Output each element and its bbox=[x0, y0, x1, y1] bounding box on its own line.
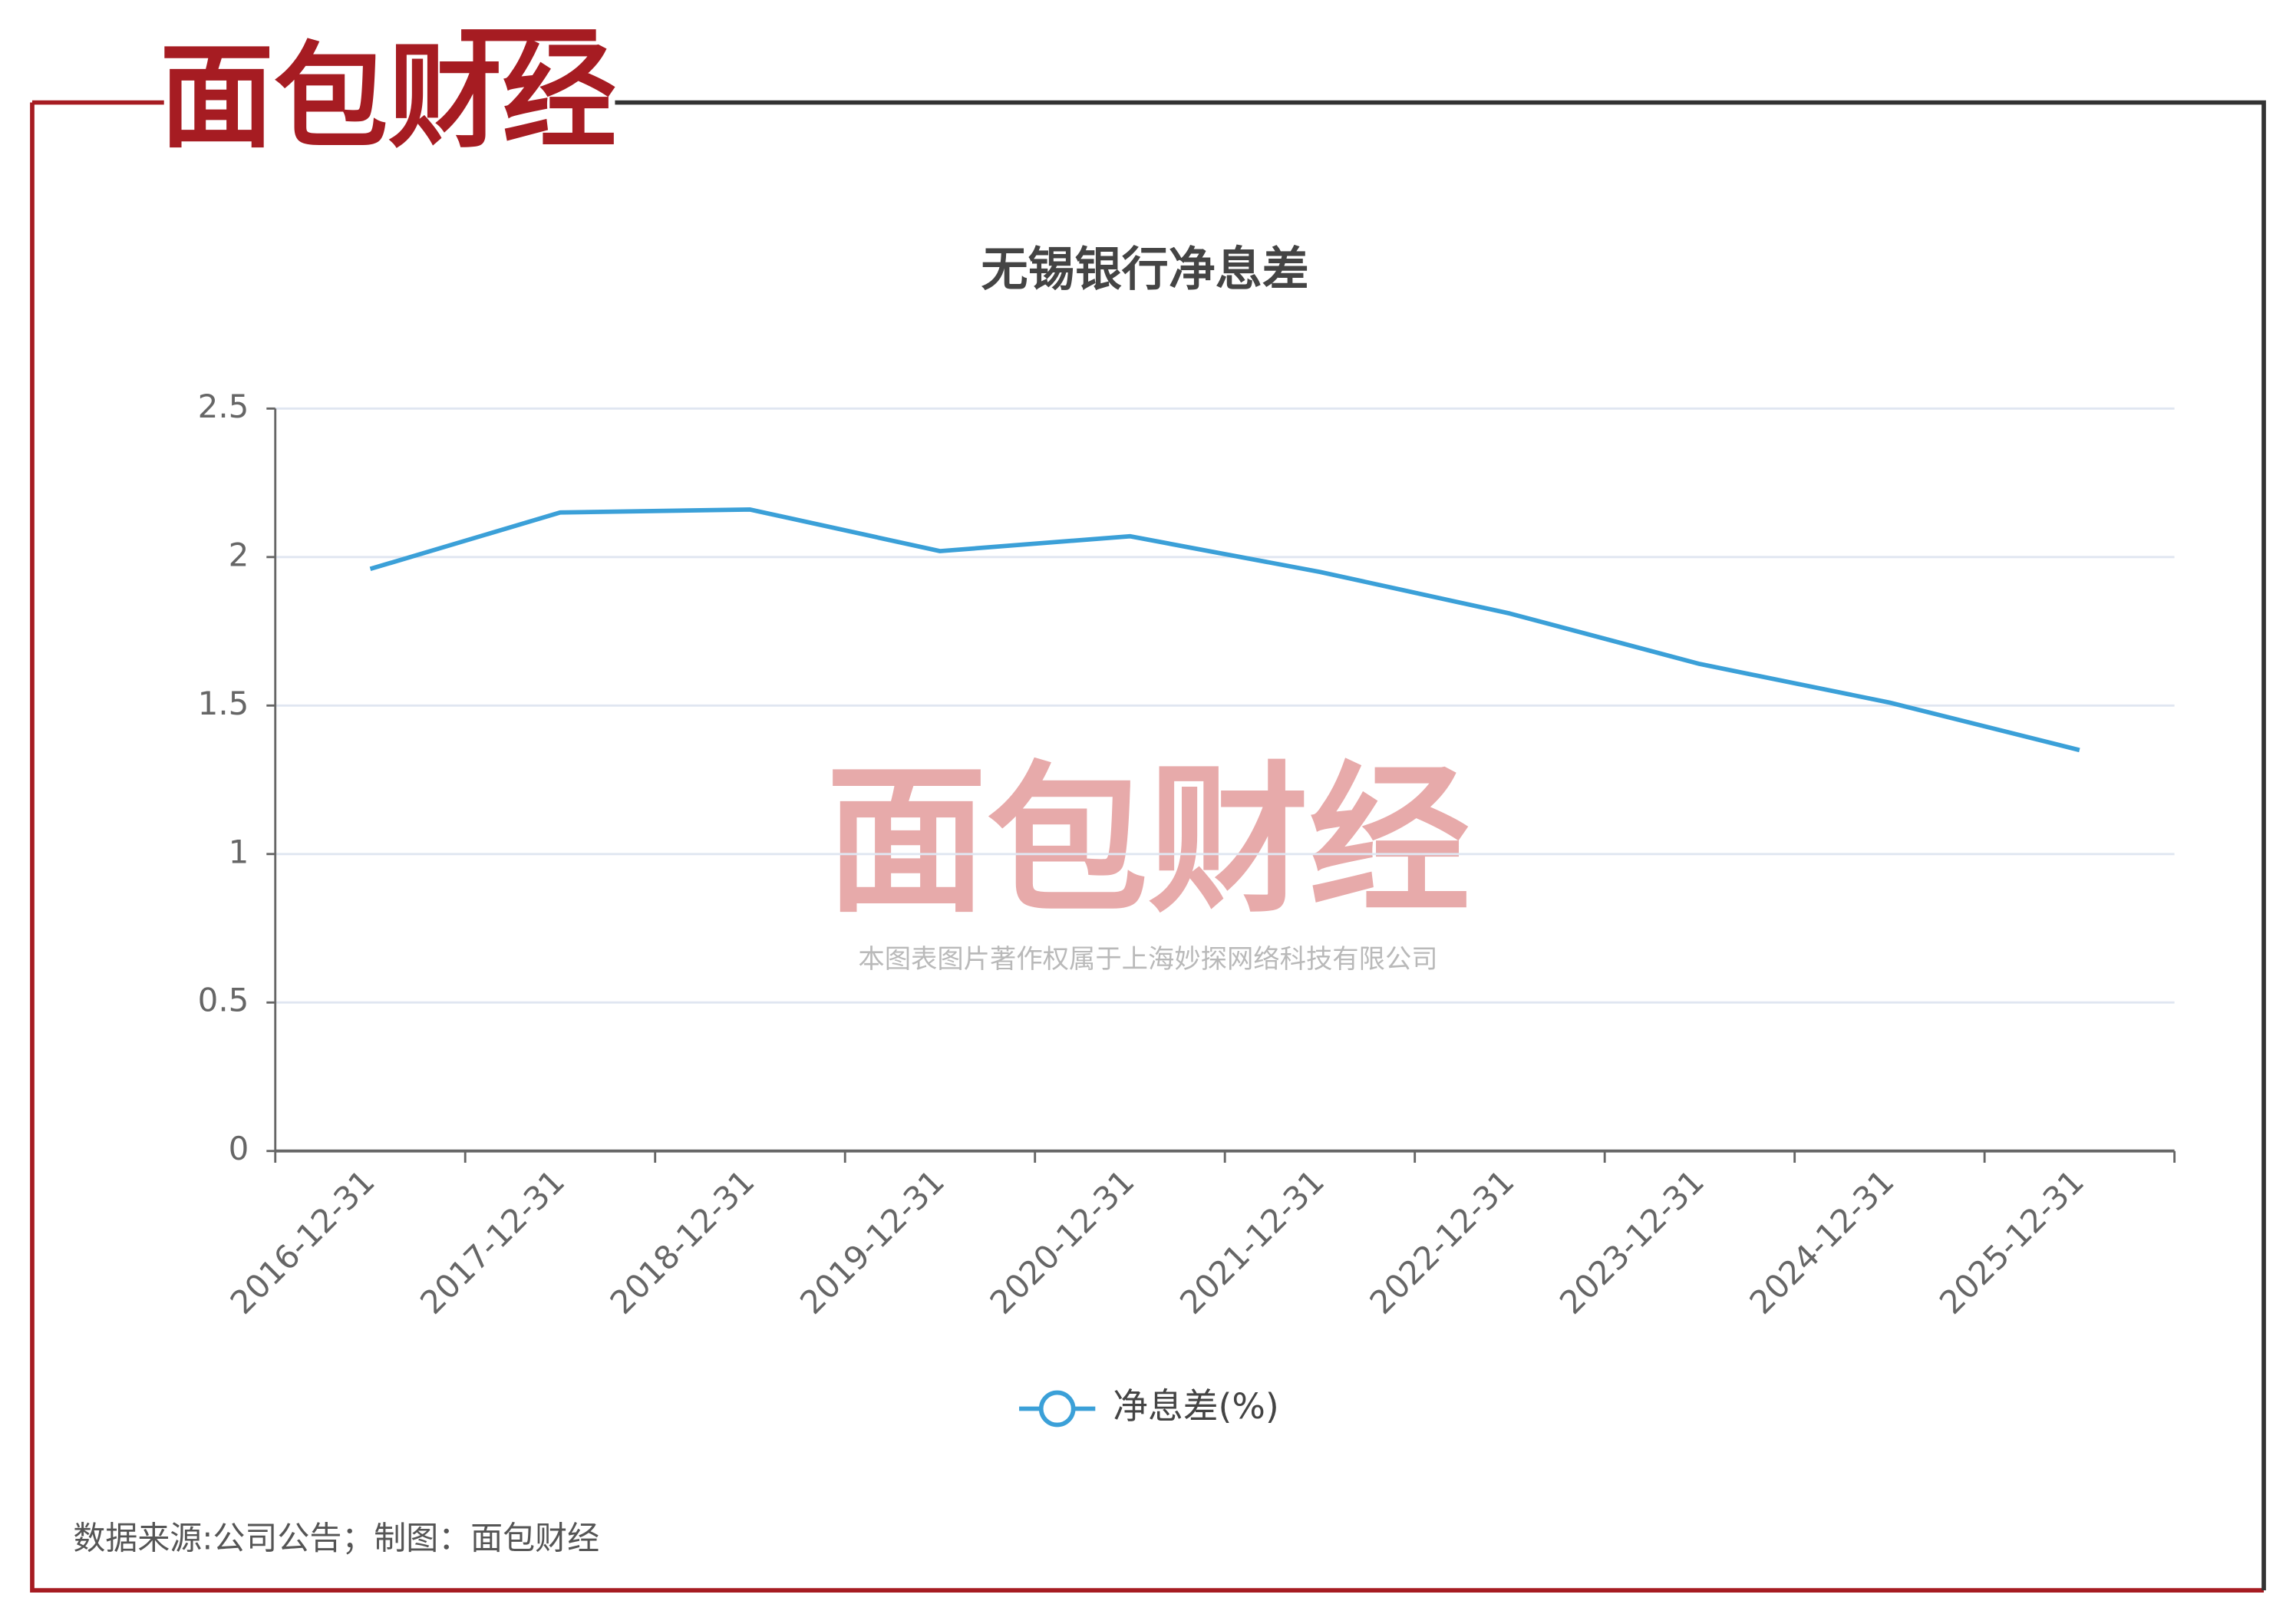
y-tick-label: 2.5 bbox=[198, 388, 249, 425]
frame bbox=[615, 100, 2266, 1591]
legend-symbol bbox=[1038, 1390, 1076, 1428]
source: 数据来源:公司公告；制图：面包财经 bbox=[73, 1520, 599, 1557]
logo-bar bbox=[461, 29, 596, 41]
legend-label: 净息差(%) bbox=[1113, 1385, 1279, 1427]
y-tick-label: 2 bbox=[229, 536, 249, 573]
frame bbox=[30, 102, 2265, 1593]
logo: 面包财经 bbox=[160, 31, 616, 164]
chart-title: 无锡银行净息差 bbox=[981, 242, 1309, 296]
watermark-logo: 面包财经 bbox=[826, 747, 1470, 935]
watermark: 面包财经 本图表图片著作权属于上海妙探网络科技有限公司 bbox=[826, 747, 1470, 975]
watermark-text: 本图表图片著作权属于上海妙探网络科技有限公司 bbox=[858, 944, 1437, 975]
line bbox=[369, 507, 2080, 753]
y-tick-label: 1.5 bbox=[198, 685, 249, 722]
y-tick-label: 0 bbox=[229, 1130, 249, 1167]
y-tick-label: 1 bbox=[229, 833, 249, 870]
y-tick-label: 0.5 bbox=[198, 982, 249, 1019]
